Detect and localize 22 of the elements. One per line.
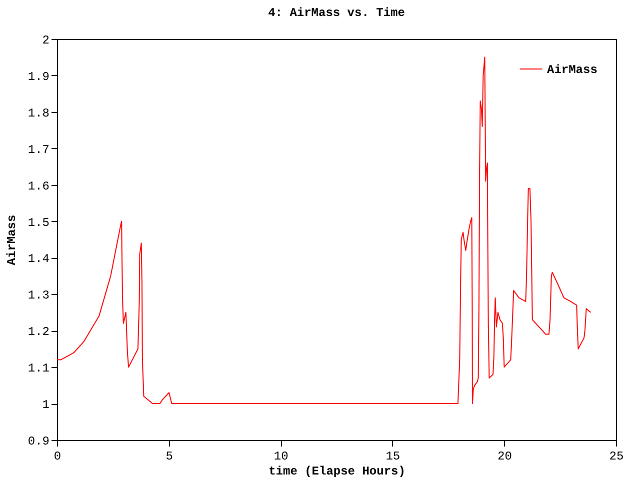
y-tick-label: 1.5 bbox=[28, 216, 50, 230]
x-tick-label: 0 bbox=[54, 450, 62, 464]
y-tick-label: 1.7 bbox=[28, 142, 50, 157]
y-axis-title: AirMass bbox=[4, 214, 19, 266]
x-axis-title: time (Elapse Hours) bbox=[268, 464, 406, 478]
y-tick-label: 1.6 bbox=[28, 179, 50, 194]
x-tick-label: 25 bbox=[609, 450, 624, 464]
x-tick-label: 10 bbox=[274, 450, 288, 464]
y-tick-label: 1.3 bbox=[28, 288, 50, 303]
x-tick-label: 5 bbox=[166, 450, 173, 464]
y-tick-label: 1.4 bbox=[28, 252, 50, 266]
y-tick-label: 1.9 bbox=[28, 70, 50, 84]
y-tick-label: 1 bbox=[42, 398, 50, 412]
y-tick-label: 2 bbox=[42, 34, 50, 48]
y-tick-label: 1.2 bbox=[28, 325, 50, 340]
y-tick-label: 1.1 bbox=[28, 362, 50, 376]
y-tick-label: 1.8 bbox=[28, 106, 50, 120]
x-tick-label: 15 bbox=[386, 450, 400, 464]
legend-label: AirMass bbox=[547, 63, 598, 77]
chart-title: 4: AirMass vs. Time bbox=[268, 6, 405, 20]
x-tick-label: 20 bbox=[497, 450, 512, 464]
y-tick-label: 0.9 bbox=[28, 434, 50, 448]
